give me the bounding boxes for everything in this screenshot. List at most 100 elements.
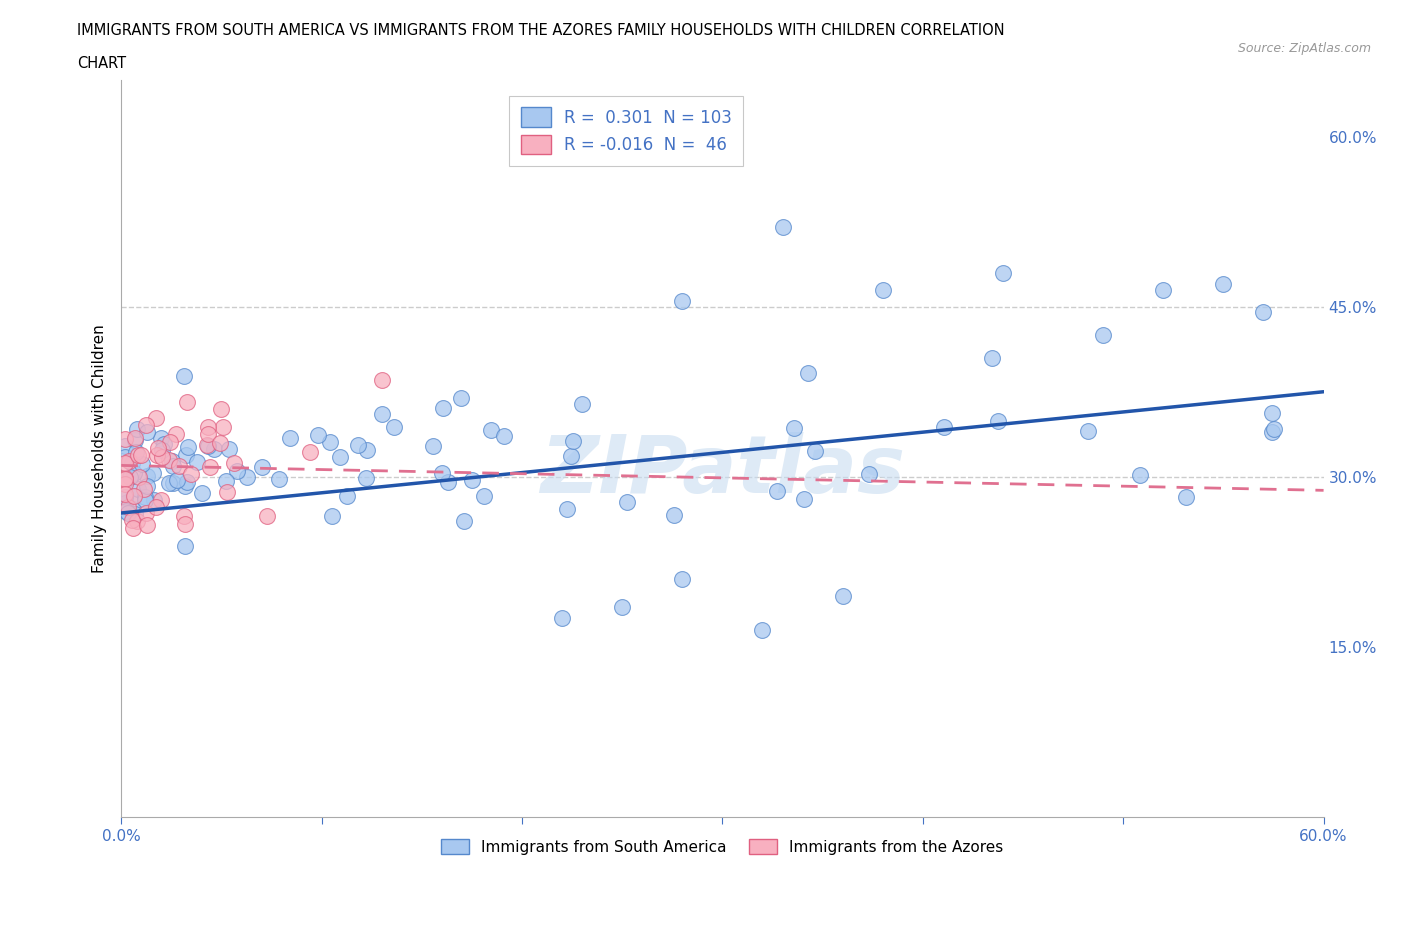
Point xyxy=(157,453,180,468)
Point xyxy=(159,435,181,450)
Point xyxy=(1152,283,1174,298)
Point xyxy=(765,484,787,498)
Point xyxy=(114,496,136,511)
Point xyxy=(124,432,146,447)
Point xyxy=(131,457,153,472)
Point xyxy=(461,472,484,487)
Point xyxy=(555,501,578,516)
Point xyxy=(162,458,184,473)
Point xyxy=(430,465,453,480)
Point xyxy=(142,466,165,481)
Point xyxy=(1261,425,1284,440)
Point xyxy=(157,476,180,491)
Point xyxy=(128,470,150,485)
Point xyxy=(671,294,693,309)
Point xyxy=(114,456,136,471)
Point xyxy=(436,474,458,489)
Point xyxy=(991,265,1014,280)
Point xyxy=(212,419,235,434)
Point xyxy=(136,425,159,440)
Legend: Immigrants from South America, Immigrants from the Azores: Immigrants from South America, Immigrant… xyxy=(436,832,1010,860)
Point xyxy=(173,368,195,383)
Point xyxy=(208,435,231,450)
Point xyxy=(120,470,142,485)
Point xyxy=(143,492,166,507)
Point xyxy=(127,482,149,497)
Point xyxy=(121,512,143,527)
Point xyxy=(371,373,394,388)
Point xyxy=(146,447,169,462)
Point xyxy=(122,488,145,503)
Point xyxy=(571,397,593,412)
Point xyxy=(117,499,139,514)
Point xyxy=(336,489,359,504)
Point xyxy=(222,456,245,471)
Point xyxy=(370,407,392,422)
Point xyxy=(215,485,238,499)
Point xyxy=(114,449,136,464)
Point xyxy=(751,622,773,637)
Point xyxy=(136,518,159,533)
Point xyxy=(124,465,146,480)
Point xyxy=(1263,422,1285,437)
Point xyxy=(981,351,1004,365)
Text: CHART: CHART xyxy=(77,56,127,71)
Point xyxy=(1212,276,1234,291)
Point xyxy=(160,454,183,469)
Point xyxy=(122,488,145,503)
Y-axis label: Family Households with Children: Family Households with Children xyxy=(93,324,107,573)
Point xyxy=(356,443,378,458)
Point xyxy=(145,411,167,426)
Point xyxy=(492,429,515,444)
Point xyxy=(134,482,156,497)
Text: Source: ZipAtlas.com: Source: ZipAtlas.com xyxy=(1237,42,1371,55)
Point xyxy=(150,443,173,458)
Point xyxy=(616,495,638,510)
Point xyxy=(422,439,444,454)
Point xyxy=(176,395,198,410)
Point xyxy=(125,421,148,436)
Point xyxy=(180,466,202,481)
Point xyxy=(129,447,152,462)
Point xyxy=(252,459,274,474)
Point xyxy=(176,440,198,455)
Point xyxy=(235,470,257,485)
Point xyxy=(191,486,214,501)
Point xyxy=(127,447,149,462)
Point xyxy=(145,499,167,514)
Point xyxy=(209,402,232,417)
Point xyxy=(174,447,197,462)
Point xyxy=(560,448,582,463)
Point xyxy=(1253,305,1275,320)
Point xyxy=(135,479,157,494)
Point xyxy=(307,428,329,443)
Point xyxy=(165,427,187,442)
Point xyxy=(146,441,169,456)
Point xyxy=(186,455,208,470)
Point xyxy=(195,437,218,452)
Point xyxy=(450,391,472,405)
Point xyxy=(124,431,146,445)
Point xyxy=(162,475,184,490)
Point xyxy=(218,441,240,456)
Point xyxy=(662,508,685,523)
Point xyxy=(472,488,495,503)
Point xyxy=(197,419,219,434)
Point xyxy=(150,449,173,464)
Point xyxy=(153,436,176,451)
Point xyxy=(793,492,815,507)
Point xyxy=(124,506,146,521)
Point xyxy=(1261,405,1284,420)
Point xyxy=(612,600,634,615)
Point xyxy=(858,466,880,481)
Text: IMMIGRANTS FROM SOUTH AMERICA VS IMMIGRANTS FROM THE AZORES FAMILY HOUSEHOLDS WI: IMMIGRANTS FROM SOUTH AMERICA VS IMMIGRA… xyxy=(77,23,1005,38)
Point xyxy=(114,471,136,485)
Point xyxy=(215,474,238,489)
Point xyxy=(174,538,197,553)
Point xyxy=(114,438,136,453)
Point xyxy=(114,490,136,505)
Point xyxy=(124,445,146,459)
Point xyxy=(127,513,149,528)
Point xyxy=(114,487,136,502)
Point xyxy=(166,472,188,487)
